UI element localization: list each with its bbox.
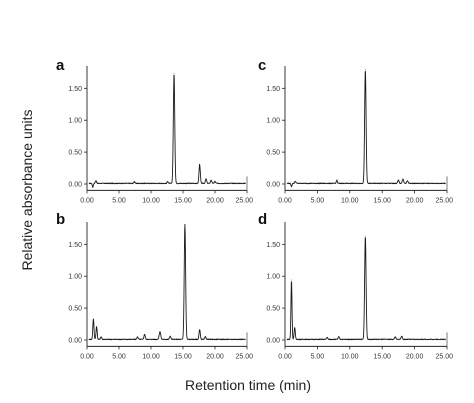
y-tick-label: 1.00 [68, 274, 82, 281]
peak-apex [159, 331, 161, 333]
x-tick-label: 10.00 [142, 353, 160, 360]
y-tick-label: 0.50 [266, 306, 280, 313]
x-tick-label: 20.00 [406, 197, 424, 204]
x-tick-label: 15.00 [174, 353, 192, 360]
chromatogram-trace [88, 74, 246, 188]
x-tick-label: 5.00 [311, 353, 325, 360]
peak-apex [96, 326, 97, 328]
peak-apex [294, 181, 296, 182]
x-tick-label: 5.00 [311, 197, 325, 204]
chromatogram-trace [286, 70, 446, 188]
x-tick-label: 0.00 [278, 197, 292, 204]
y-tick-label: 0.00 [68, 182, 82, 189]
y-tick-label: 0.00 [266, 338, 280, 345]
panel-c: c 0.00 0.50 1.00 1.50 0.00 5.00 10.00 15.00 20.00… [258, 57, 453, 204]
panel-a: a 0.00 0.50 1.00 1.50 0.00 5.00 10.00 15.00 20.00… [56, 57, 253, 204]
peak-apex [199, 163, 201, 165]
panel-label: c [258, 57, 266, 74]
panel-label: a [56, 57, 65, 74]
y-tick-label: 1.00 [68, 118, 82, 125]
y-tick-label: 0.50 [68, 306, 82, 313]
peak-apex [169, 335, 171, 337]
peak-apex [398, 179, 399, 181]
y-tick-label: 1.50 [68, 242, 82, 249]
chromatogram-panels: a 0.00 0.50 1.00 1.50 0.00 5.00 10.00 15.00 20.00… [56, 57, 453, 360]
peak-apex [291, 186, 292, 187]
y-tick-label: 0.00 [68, 338, 82, 345]
panel-d: d 0.00 0.50 1.00 1.50 0.00 5.00 10.00 15.00 20.00… [258, 211, 453, 360]
peak-apex [95, 180, 97, 182]
panel-label: b [56, 211, 65, 228]
x-tick-label: 0.00 [278, 353, 292, 360]
peak-apex [402, 178, 404, 180]
peak-apex [394, 336, 396, 338]
peak-apex [167, 181, 169, 182]
x-tick-label: 25.00 [435, 353, 453, 360]
x-tick-label: 0.00 [80, 197, 94, 204]
y-tick-label: 0.50 [266, 150, 280, 157]
y-tick-label: 1.50 [266, 242, 280, 249]
peak-apex [100, 336, 102, 338]
x-tick-label: 0.00 [80, 353, 94, 360]
peak-apex [210, 179, 212, 181]
y-axis-title: Relative absorbance units [19, 109, 35, 270]
peak-apex [364, 69, 366, 71]
x-tick-label: 25.00 [235, 353, 253, 360]
peak-apex [338, 336, 340, 338]
x-tick-label: 10.00 [341, 353, 359, 360]
peak-apex [184, 224, 186, 225]
x-tick-label: 10.00 [341, 197, 359, 204]
y-tick-label: 1.50 [68, 86, 82, 93]
peak-apex [401, 335, 403, 337]
peak-apex [205, 336, 206, 338]
peak-apex [173, 73, 175, 75]
panel-label: d [258, 211, 267, 228]
x-tick-label: 10.00 [142, 197, 160, 204]
panel-b: b 0.00 0.50 1.00 1.50 0.00 5.00 10.00 15.00 20.00… [56, 211, 253, 360]
peak-apex [199, 329, 201, 331]
peak-apex [407, 180, 408, 182]
peak-apex [205, 178, 207, 180]
peak-apex [326, 337, 328, 338]
y-tick-label: 1.50 [266, 86, 280, 93]
y-tick-label: 1.00 [266, 274, 280, 281]
y-tick-label: 0.00 [266, 182, 280, 189]
peak-apex [92, 186, 94, 188]
x-axis-title: Retention time (min) [185, 377, 311, 393]
peak-apex [291, 279, 292, 281]
peak-apex [336, 179, 338, 181]
x-tick-label: 5.00 [112, 353, 126, 360]
peak-apex [93, 318, 94, 320]
x-tick-label: 15.00 [373, 197, 391, 204]
peak-apex [364, 235, 366, 237]
peak-apex [214, 181, 216, 182]
y-tick-label: 1.00 [266, 118, 280, 125]
x-tick-label: 20.00 [206, 197, 224, 204]
peak-apex [144, 333, 146, 335]
x-tick-label: 25.00 [435, 197, 453, 204]
x-tick-label: 20.00 [406, 353, 424, 360]
x-tick-label: 5.00 [112, 197, 126, 204]
chromatogram-trace [286, 237, 446, 341]
y-tick-label: 0.50 [68, 150, 82, 157]
peak-apex [137, 336, 138, 338]
peak-apex [133, 181, 135, 182]
x-tick-label: 20.00 [206, 353, 224, 360]
x-tick-label: 15.00 [174, 197, 192, 204]
chromatogram-trace [88, 223, 246, 341]
x-tick-label: 25.00 [235, 197, 253, 204]
peak-apex [294, 327, 296, 329]
x-tick-label: 15.00 [373, 353, 391, 360]
